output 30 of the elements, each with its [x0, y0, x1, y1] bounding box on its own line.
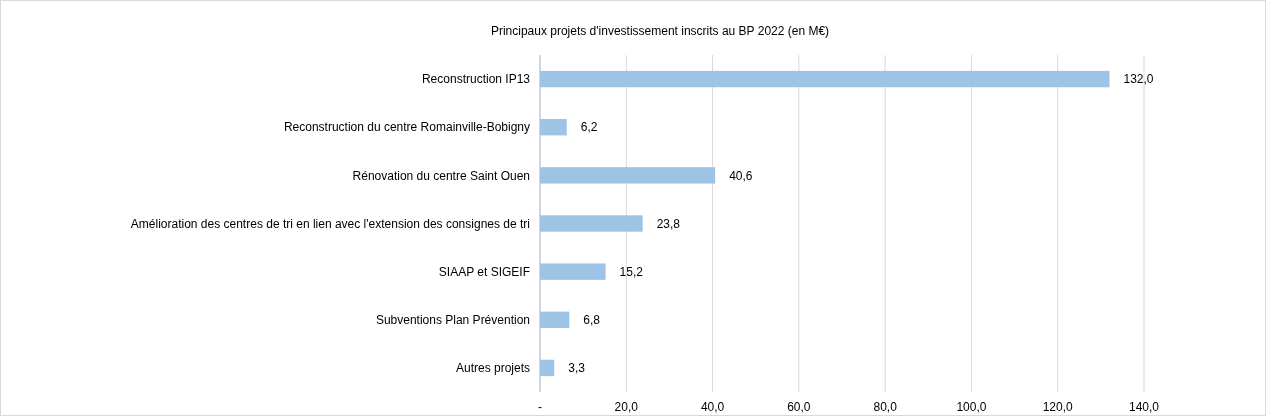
x-tick-label: -: [538, 400, 542, 414]
y-tick-label: Reconstruction IP13: [421, 72, 531, 87]
bar: [540, 167, 716, 184]
x-tick-label: 120,0: [1042, 400, 1074, 414]
x-tick-label: 100,0: [956, 400, 987, 414]
x-tick-label: 40,0: [700, 400, 725, 414]
data-label: 6,2: [580, 120, 598, 135]
bar: [540, 263, 606, 280]
y-tick-label: SIAAP et SIGEIF: [438, 264, 530, 279]
bar: [540, 119, 567, 136]
bar: [540, 311, 570, 328]
data-label: 15,2: [619, 264, 644, 279]
data-label: 3,3: [568, 361, 586, 376]
data-label: 132,0: [1123, 72, 1154, 87]
y-tick-label: Reconstruction du centre Romainville-Bobigny: [283, 120, 530, 135]
y-tick-label: Rénovation du centre Saint Ouen: [352, 168, 530, 183]
data-label: 6,8: [583, 312, 601, 327]
bar: [540, 215, 643, 232]
x-tick-label: 140,0: [1128, 400, 1160, 414]
data-label: 40,6: [729, 168, 753, 183]
bar: [540, 359, 555, 377]
x-tick-label: 60,0: [787, 400, 811, 414]
chart-title: Principaux projets d'investissement inscrits au BP 2022 (en M€): [490, 24, 830, 38]
x-tick-label: 80,0: [873, 400, 898, 414]
data-label: 23,8: [656, 216, 681, 231]
bar: [540, 70, 1110, 88]
y-tick-label: Autres projets: [455, 361, 530, 376]
y-tick-label: Amélioration des centres de tri en lien avec l'extension des consignes de tri: [130, 216, 530, 231]
y-tick-label: Subventions Plan Prévention: [375, 312, 530, 327]
x-tick-label: 20,0: [614, 400, 639, 414]
